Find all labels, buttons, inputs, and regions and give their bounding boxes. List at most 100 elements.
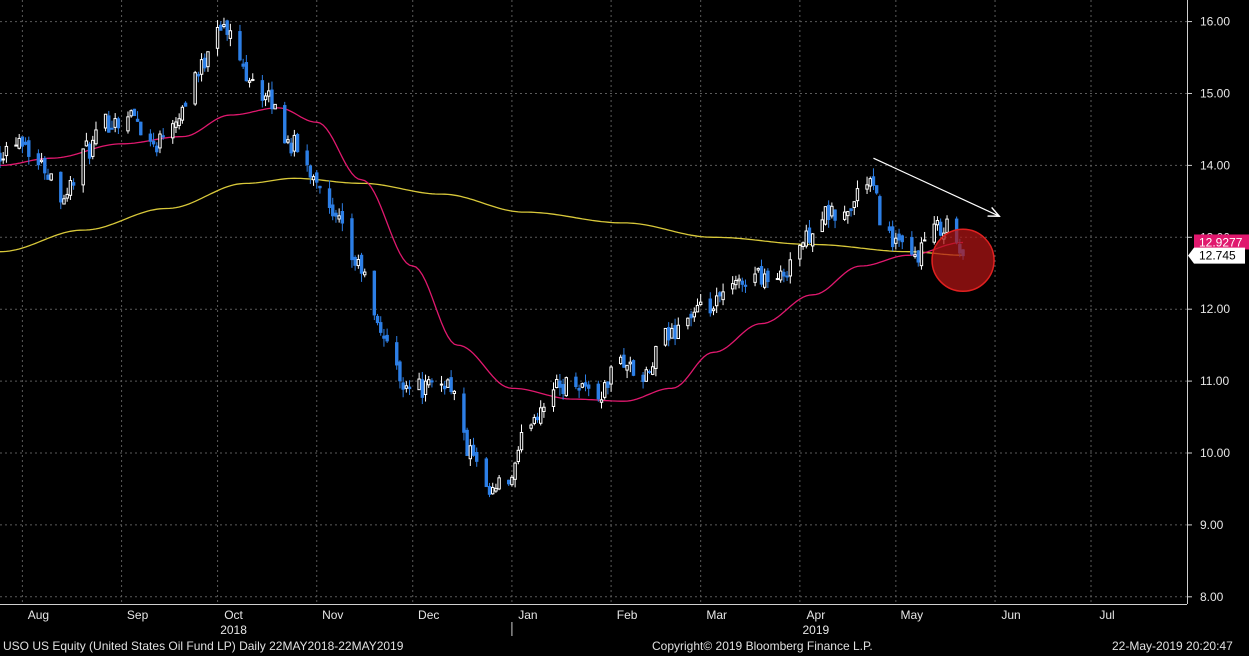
candle-body <box>855 188 860 202</box>
candle-body <box>222 23 226 27</box>
candle-body <box>721 291 725 301</box>
candle-body <box>561 384 565 395</box>
candle-body <box>628 361 632 365</box>
candle-body <box>382 335 386 339</box>
candle-body <box>788 259 792 277</box>
candle-body <box>641 374 645 382</box>
candle-body <box>846 211 850 217</box>
footer: USO US Equity (United States Oil Fund LP… <box>0 636 1249 656</box>
candle-body <box>670 327 674 339</box>
candle-body <box>535 416 540 421</box>
candle-body <box>430 380 434 383</box>
candle-body <box>932 223 936 243</box>
axes <box>0 0 1192 636</box>
candle-body <box>865 184 869 190</box>
candle-body <box>446 379 450 388</box>
candle-body <box>334 212 338 217</box>
candle-body <box>193 72 197 105</box>
candle-body <box>372 270 377 316</box>
candle-body <box>71 182 76 186</box>
candle-body <box>39 159 44 163</box>
candle-body <box>113 118 117 128</box>
candle-body <box>762 273 767 288</box>
candle-body <box>577 387 581 391</box>
x-tick-label: Dec <box>418 608 439 622</box>
candle-body <box>778 270 783 281</box>
candle-body <box>532 417 537 424</box>
candle-body <box>148 133 153 142</box>
candles <box>0 17 965 498</box>
candle-body <box>215 26 220 49</box>
candle-body <box>625 364 629 371</box>
candle-body <box>513 462 517 480</box>
candle-body <box>487 486 492 495</box>
y-tick-label: 10.00 <box>1200 446 1230 460</box>
candle-body <box>945 218 949 233</box>
candle-body <box>644 369 648 382</box>
candle-body <box>574 376 578 388</box>
candle-body <box>730 283 735 290</box>
candle-body <box>318 185 322 189</box>
candle-body <box>890 226 895 248</box>
candle-body <box>452 390 457 395</box>
candle-body <box>529 424 533 429</box>
candle-body <box>599 399 604 403</box>
highlight-circle <box>931 228 995 293</box>
candle-body <box>775 278 780 281</box>
candle-body <box>183 102 188 107</box>
candle-body <box>666 327 671 341</box>
candle-body <box>734 279 738 286</box>
candle-body <box>177 118 181 126</box>
candle-body <box>491 486 495 495</box>
candle-body <box>65 193 69 199</box>
candle-body <box>158 133 162 149</box>
candle-body <box>427 379 431 386</box>
candle-body <box>353 256 357 266</box>
candle-body <box>263 95 268 101</box>
candle-body <box>379 322 383 333</box>
candle-body <box>692 311 696 318</box>
candle-body <box>494 487 498 492</box>
candle-body <box>315 172 319 183</box>
candle-body <box>468 445 473 460</box>
candle-body <box>151 140 156 145</box>
candle-body <box>292 134 297 152</box>
y-tick-label: 15.00 <box>1200 86 1230 100</box>
candle-body <box>782 271 786 277</box>
x-tick-label: Mar <box>706 608 727 622</box>
candle-body <box>340 211 345 224</box>
x-tick-label: Jun <box>1001 608 1020 622</box>
candle-body <box>462 393 466 433</box>
candle-body <box>618 356 623 365</box>
candle-body <box>286 139 290 143</box>
candle-body <box>708 298 712 314</box>
x-tick-label: Feb <box>617 608 638 622</box>
candle-body <box>602 382 607 398</box>
ma-short-tag-label: 12.9277 <box>1199 235 1243 249</box>
candle-body <box>539 407 543 424</box>
candle-body <box>132 108 137 117</box>
y-tick-label: 14.00 <box>1200 158 1230 172</box>
candle-body <box>465 429 469 456</box>
candle-body <box>404 385 409 389</box>
annotations <box>873 157 998 293</box>
candle-body <box>116 118 121 129</box>
candle-body <box>695 304 700 313</box>
candle-body <box>23 141 28 145</box>
candle-body <box>238 31 242 61</box>
last-price-tag-label: 12.745 <box>1199 249 1236 263</box>
x-tick-label: Nov <box>322 608 343 622</box>
candle-body <box>650 366 655 375</box>
candle-body <box>580 383 585 388</box>
candle-body <box>910 237 914 255</box>
candle-body <box>155 145 159 153</box>
candle-body <box>852 201 856 208</box>
candle-body <box>449 377 453 393</box>
candle-body <box>81 148 85 186</box>
candle-body <box>171 123 175 139</box>
candle-body <box>206 51 210 68</box>
candle-body <box>558 380 562 388</box>
candle-body <box>647 370 652 373</box>
candle-body <box>62 198 66 205</box>
candle-body <box>375 315 380 324</box>
